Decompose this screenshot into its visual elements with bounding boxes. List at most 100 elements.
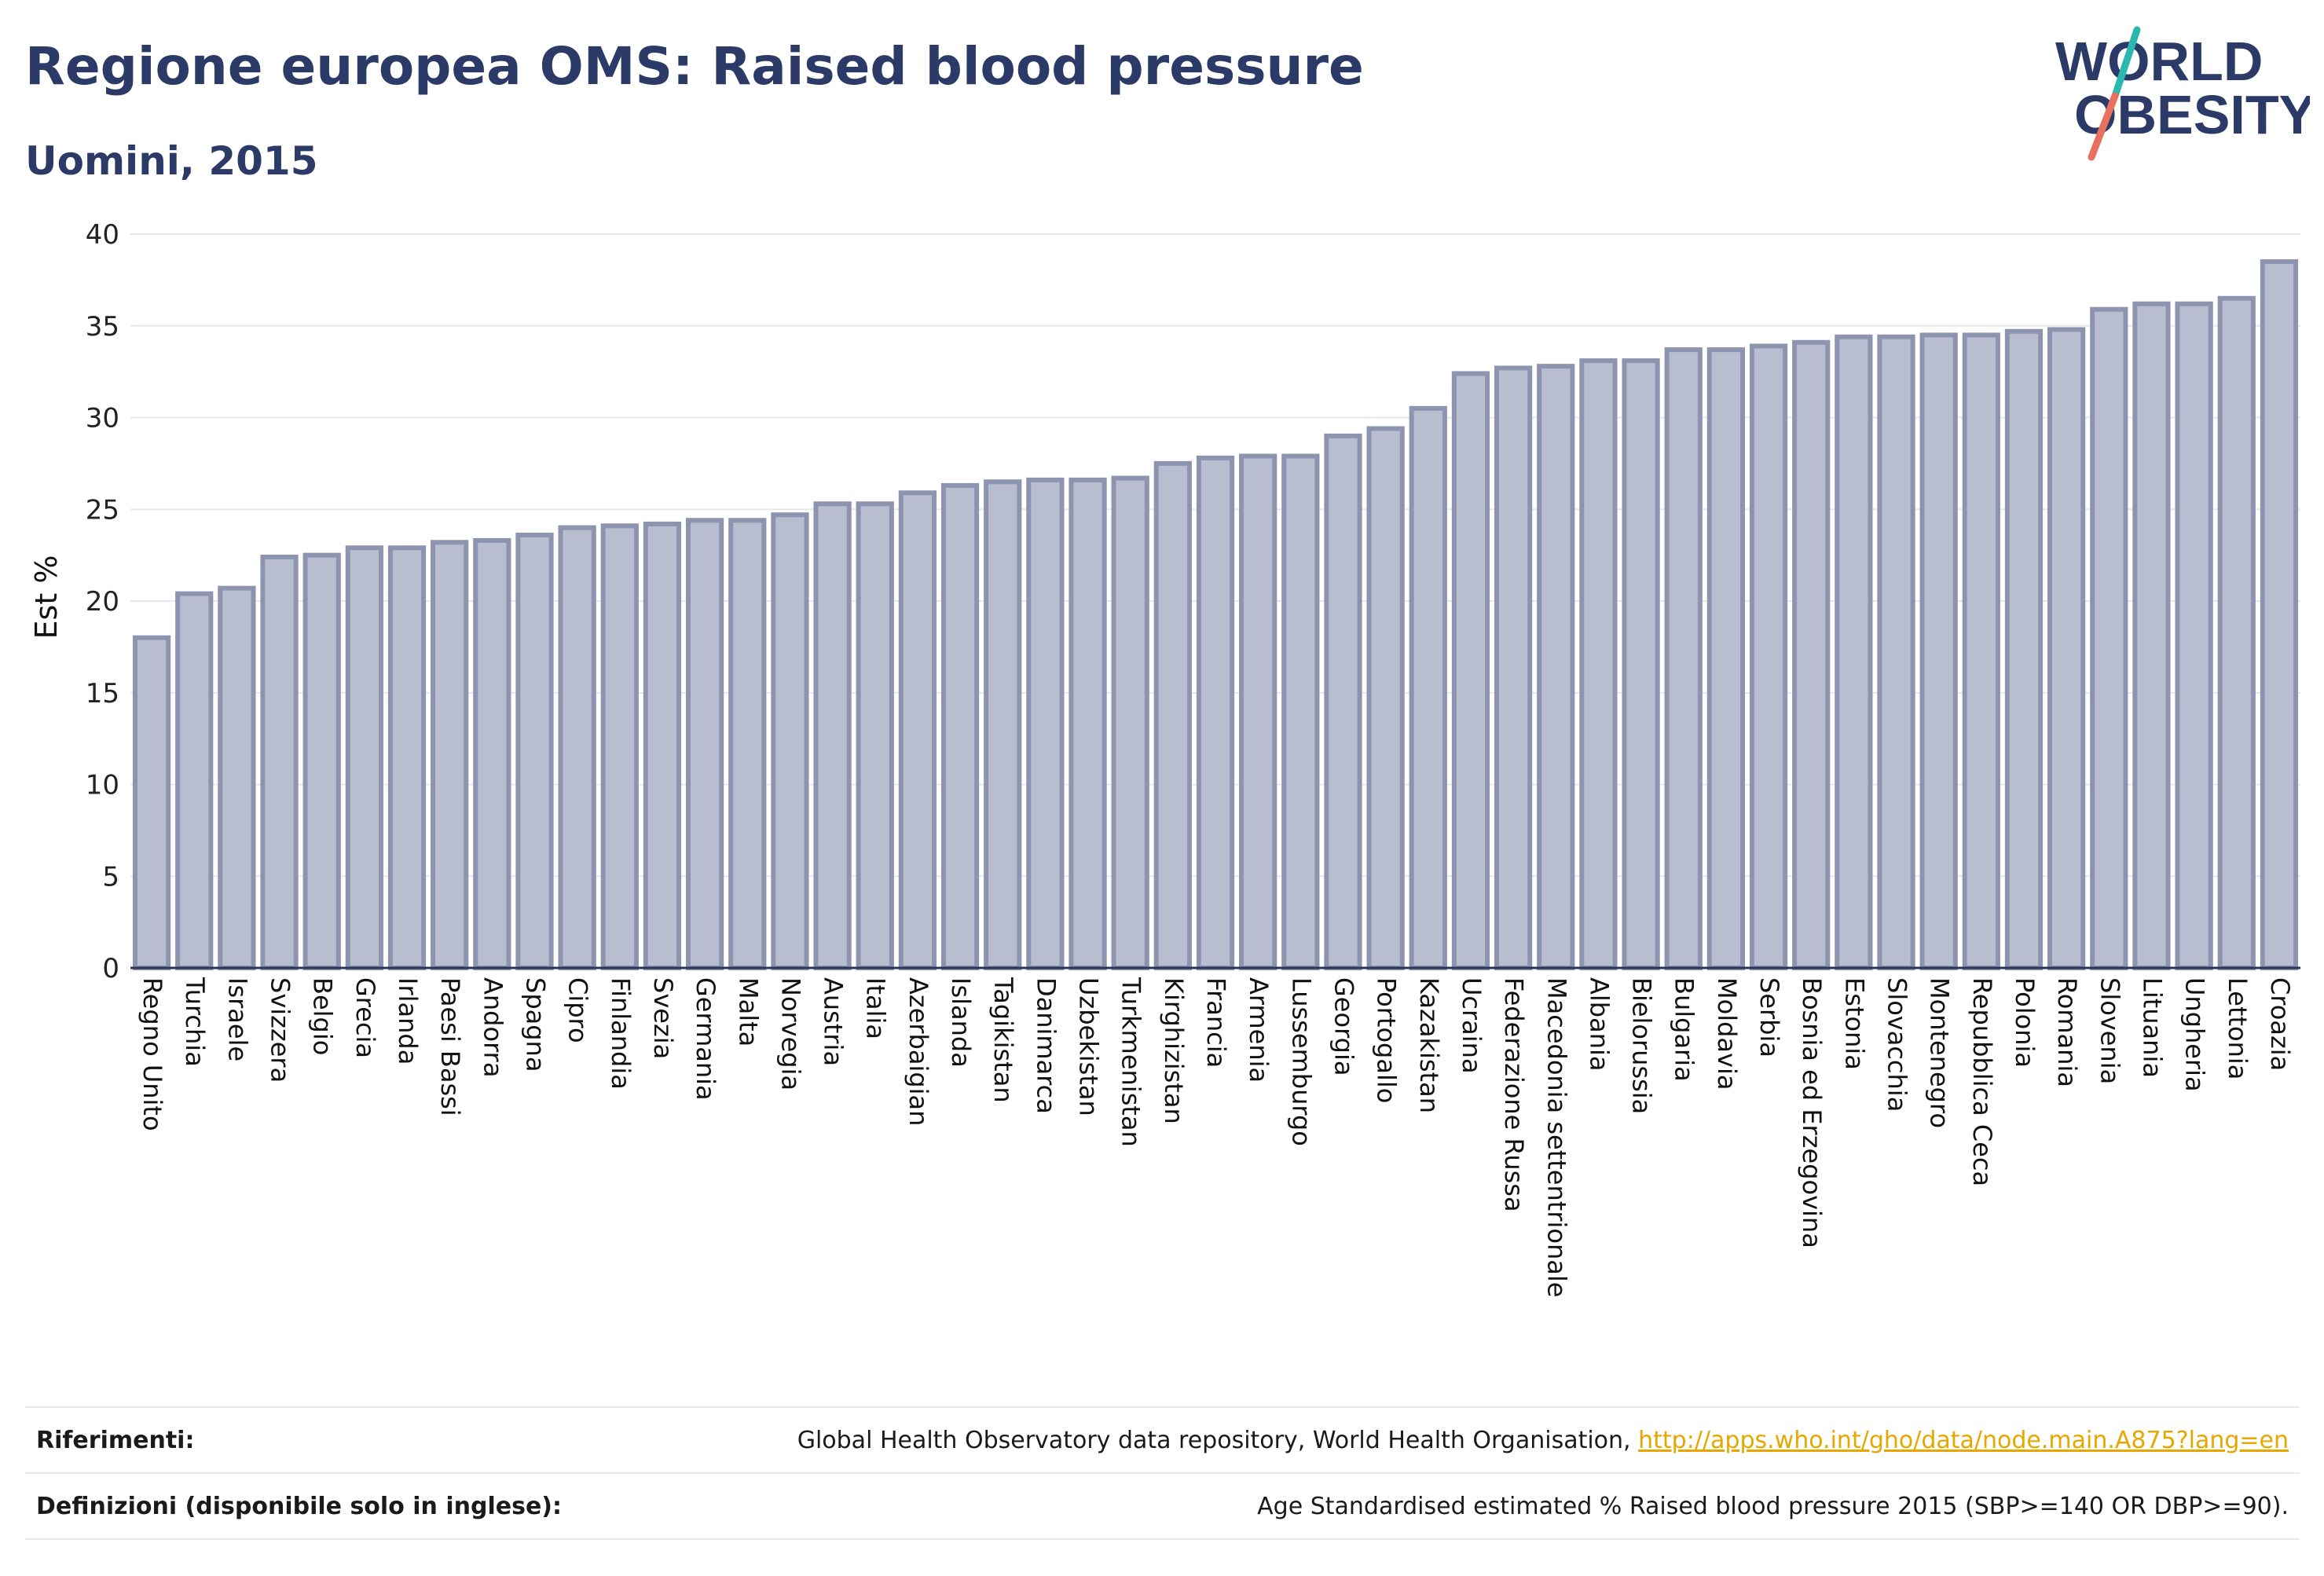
x-tick-label: Turchia xyxy=(180,977,210,1067)
bar xyxy=(1026,477,1065,970)
y-tick-label: 10 xyxy=(86,770,119,801)
x-tick-label: Armenia xyxy=(1244,977,1274,1083)
bar xyxy=(1919,332,1958,970)
x-tick-label: Lettonia xyxy=(2223,977,2253,1079)
x-tick-label: Uzbekistan xyxy=(1074,977,1104,1116)
x-tick-label: Grecia xyxy=(350,977,380,1058)
y-tick-label: 30 xyxy=(86,403,119,434)
world-obesity-logo: WORLD OBESITY xyxy=(2055,26,2310,161)
x-tick-label: Polonia xyxy=(2010,977,2040,1068)
bar xyxy=(2175,301,2213,971)
x-tick-label: Estonia xyxy=(1839,977,1869,1070)
references-value: Global Health Observatory data repositor… xyxy=(797,1427,2300,1454)
logo-slash-coral xyxy=(2088,92,2119,161)
x-tick-label: Belgio xyxy=(308,977,338,1055)
x-tick-label: Tagikistan xyxy=(988,977,1018,1103)
bar xyxy=(898,490,937,970)
x-tick-label: Azerbaigian xyxy=(904,977,933,1126)
bar xyxy=(685,518,724,970)
bar xyxy=(132,635,171,970)
x-tick-label: Macedonia settentrionale xyxy=(1541,977,1571,1297)
bar xyxy=(643,521,682,970)
x-tick-label: Repubblica Ceca xyxy=(1967,977,1997,1186)
bar xyxy=(2260,259,2299,970)
x-tick-label: Svezia xyxy=(648,977,678,1059)
bar xyxy=(600,523,639,970)
y-tick-label: 15 xyxy=(86,678,119,709)
bar xyxy=(1835,334,1873,970)
definitions-row: Definizioni (disponibile solo in inglese… xyxy=(25,1472,2300,1540)
x-tick-label: Croazia xyxy=(2265,977,2295,1071)
x-tick-label: Malta xyxy=(733,977,763,1046)
bar xyxy=(1877,334,1915,970)
bar xyxy=(2132,301,2171,971)
chart-subtitle: Uomini, 2015 xyxy=(25,138,318,184)
bar xyxy=(1239,453,1277,970)
references-link[interactable]: http://apps.who.int/gho/data/node.main.A… xyxy=(1638,1426,2289,1454)
definitions-label: Definizioni (disponibile solo in inglese… xyxy=(36,1492,562,1520)
x-tick-label: Ungheria xyxy=(2180,977,2210,1092)
y-tick-label: 20 xyxy=(86,586,119,618)
bar xyxy=(1537,364,1575,970)
x-tick-label: Norvegia xyxy=(775,977,805,1090)
x-tick-label: Austria xyxy=(819,977,849,1066)
bar xyxy=(345,545,383,970)
bar xyxy=(431,540,469,970)
x-tick-label: Portogallo xyxy=(1372,977,1402,1103)
bar xyxy=(984,479,1022,970)
bar xyxy=(2217,295,2256,971)
bar xyxy=(1622,358,1660,970)
bar xyxy=(473,537,511,970)
bar xyxy=(558,525,596,970)
x-tick-label: Islanda xyxy=(946,977,976,1068)
x-tick-label: Albania xyxy=(1584,977,1614,1071)
bar xyxy=(2090,306,2128,970)
x-tick-label: Lituania xyxy=(2137,977,2167,1078)
bar xyxy=(1664,347,1703,971)
bar xyxy=(1792,339,1831,970)
x-tick-label: Paesi Bassi xyxy=(435,977,465,1116)
bar xyxy=(175,591,214,970)
bar xyxy=(218,585,256,971)
bar xyxy=(813,501,852,970)
x-tick-label: Georgia xyxy=(1329,977,1358,1076)
bar xyxy=(1749,343,1788,970)
bar xyxy=(260,554,299,970)
bar xyxy=(1579,358,1618,970)
x-tick-label: Irlanda xyxy=(393,977,423,1065)
x-tick-label: Lussemburgo xyxy=(1286,977,1316,1146)
y-tick-label: 0 xyxy=(102,953,119,984)
footer: Riferimenti: Global Health Observatory d… xyxy=(25,1406,2300,1540)
x-tick-label: Turkmenistan xyxy=(1116,977,1146,1147)
x-tick-label: Moldavia xyxy=(1712,977,1742,1090)
bar xyxy=(1196,455,1235,970)
x-tick-label: Romania xyxy=(2052,977,2082,1087)
x-tick-label: Danimarca xyxy=(1031,977,1061,1114)
x-axis-labels: Regno Unito Turchia Israele Svizzera Belgio G… xyxy=(137,977,2295,1297)
references-text: Global Health Observatory data repositor… xyxy=(797,1426,1631,1454)
x-tick-label: Bielorussia xyxy=(1627,977,1657,1114)
x-tick-label: Federazione Russa xyxy=(1499,977,1529,1212)
bar xyxy=(1409,405,1447,970)
bar xyxy=(515,532,554,970)
bars xyxy=(132,259,2299,971)
bar xyxy=(2047,327,2086,971)
x-tick-label: Germania xyxy=(691,977,720,1101)
chart-title: Regione europea OMS: Raised blood pressu… xyxy=(25,36,1364,97)
y-axis-title: Est % xyxy=(29,555,64,640)
bar xyxy=(1706,347,1746,971)
bar xyxy=(1962,332,2000,970)
x-tick-label: Finlandia xyxy=(606,977,636,1090)
x-tick-label: Francia xyxy=(1201,977,1231,1068)
bar xyxy=(1111,475,1149,970)
bar xyxy=(1281,453,1320,970)
bar xyxy=(2004,328,2044,970)
bar xyxy=(1451,371,1490,970)
x-tick-label: Andorra xyxy=(478,977,508,1077)
bar xyxy=(771,512,809,970)
references-label: Riferimenti: xyxy=(36,1426,195,1454)
bar xyxy=(302,552,341,970)
x-tick-label: Israele xyxy=(222,977,252,1061)
bar xyxy=(1366,426,1405,970)
x-tick-label: Cipro xyxy=(563,977,593,1043)
